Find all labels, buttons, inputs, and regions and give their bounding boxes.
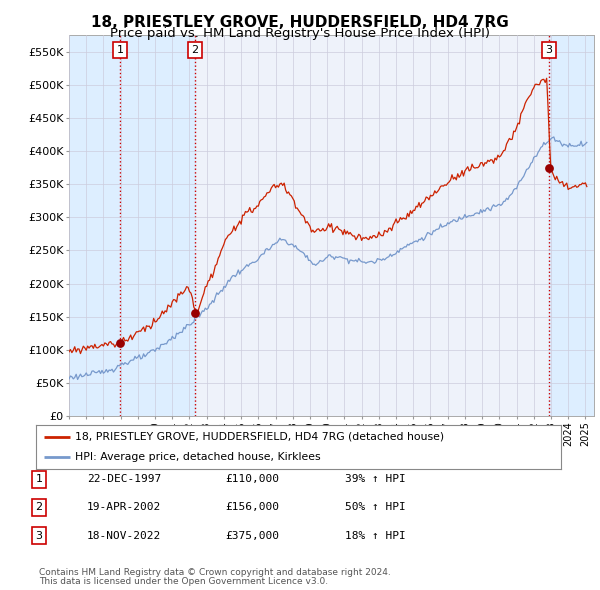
Text: 18-NOV-2022: 18-NOV-2022 — [87, 531, 161, 540]
Text: 1: 1 — [35, 474, 43, 484]
Text: Contains HM Land Registry data © Crown copyright and database right 2024.: Contains HM Land Registry data © Crown c… — [39, 568, 391, 577]
Point — [544, 163, 554, 172]
Text: 2: 2 — [35, 503, 43, 512]
Text: 3: 3 — [35, 531, 43, 540]
Text: 3: 3 — [545, 45, 553, 55]
Point — [115, 339, 125, 348]
Text: 18, PRIESTLEY GROVE, HUDDERSFIELD, HD4 7RG (detached house): 18, PRIESTLEY GROVE, HUDDERSFIELD, HD4 7… — [76, 432, 445, 442]
Text: 18, PRIESTLEY GROVE, HUDDERSFIELD, HD4 7RG: 18, PRIESTLEY GROVE, HUDDERSFIELD, HD4 7… — [91, 15, 509, 30]
Text: £110,000: £110,000 — [225, 474, 279, 484]
Text: 39% ↑ HPI: 39% ↑ HPI — [345, 474, 406, 484]
Bar — [120, 35, 194, 416]
Bar — [69, 35, 120, 416]
Text: £375,000: £375,000 — [225, 531, 279, 540]
Text: 2: 2 — [191, 45, 198, 55]
Text: 50% ↑ HPI: 50% ↑ HPI — [345, 503, 406, 512]
Text: Price paid vs. HM Land Registry's House Price Index (HPI): Price paid vs. HM Land Registry's House … — [110, 27, 490, 40]
Bar — [549, 35, 594, 416]
Text: This data is licensed under the Open Government Licence v3.0.: This data is licensed under the Open Gov… — [39, 577, 328, 586]
Point — [190, 308, 199, 317]
Text: 19-APR-2002: 19-APR-2002 — [87, 503, 161, 512]
Text: £156,000: £156,000 — [225, 503, 279, 512]
Text: 18% ↑ HPI: 18% ↑ HPI — [345, 531, 406, 540]
Text: HPI: Average price, detached house, Kirklees: HPI: Average price, detached house, Kirk… — [76, 452, 321, 462]
Text: 22-DEC-1997: 22-DEC-1997 — [87, 474, 161, 484]
Text: 1: 1 — [116, 45, 124, 55]
